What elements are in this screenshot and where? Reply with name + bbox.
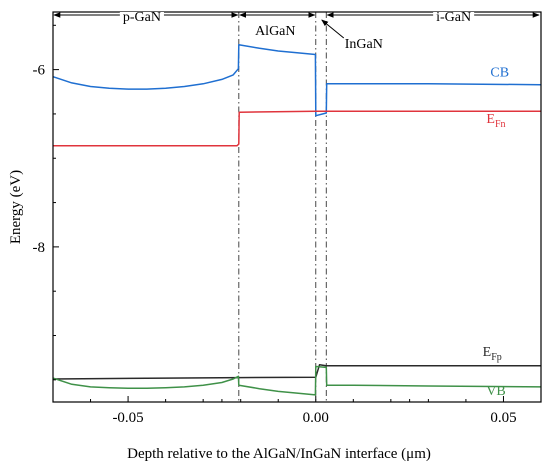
region-label-algan: AlGaN xyxy=(255,24,295,39)
region-label-p-gan: p-GaN xyxy=(123,10,161,25)
series-line-efn xyxy=(53,110,541,147)
y-tick-label: -6 xyxy=(33,63,46,79)
region-label-i-gan: i-GaN xyxy=(436,10,471,25)
x-tick-label: 0.00 xyxy=(303,410,329,426)
plot-frame xyxy=(52,11,542,403)
y-tick-label: -8 xyxy=(33,240,46,256)
x-tick-label: 0.05 xyxy=(490,410,516,426)
axes-frame xyxy=(52,11,542,403)
series-line-vb xyxy=(52,365,542,396)
labels: -6 -8 -0.05 0.00 0.05 Depth relative to the A… xyxy=(8,10,540,462)
ingan-pointer-arrow xyxy=(321,19,345,39)
x-axis-title: Depth relative to the AlGaN/InGaN interf… xyxy=(127,446,431,462)
series-label-vb: VB xyxy=(486,384,505,399)
series-line-efp xyxy=(52,364,541,380)
region-label-ingan: InGaN xyxy=(345,37,383,52)
series-line-cb xyxy=(52,44,542,117)
series-label-cb: CB xyxy=(490,66,509,81)
series-label-efp: EFp xyxy=(483,345,502,363)
series-label-efn: EFn xyxy=(486,112,505,130)
x-tick-label: -0.05 xyxy=(112,410,143,426)
plot-area xyxy=(52,12,542,402)
y-axis-title: Energy (eV) xyxy=(8,170,24,244)
